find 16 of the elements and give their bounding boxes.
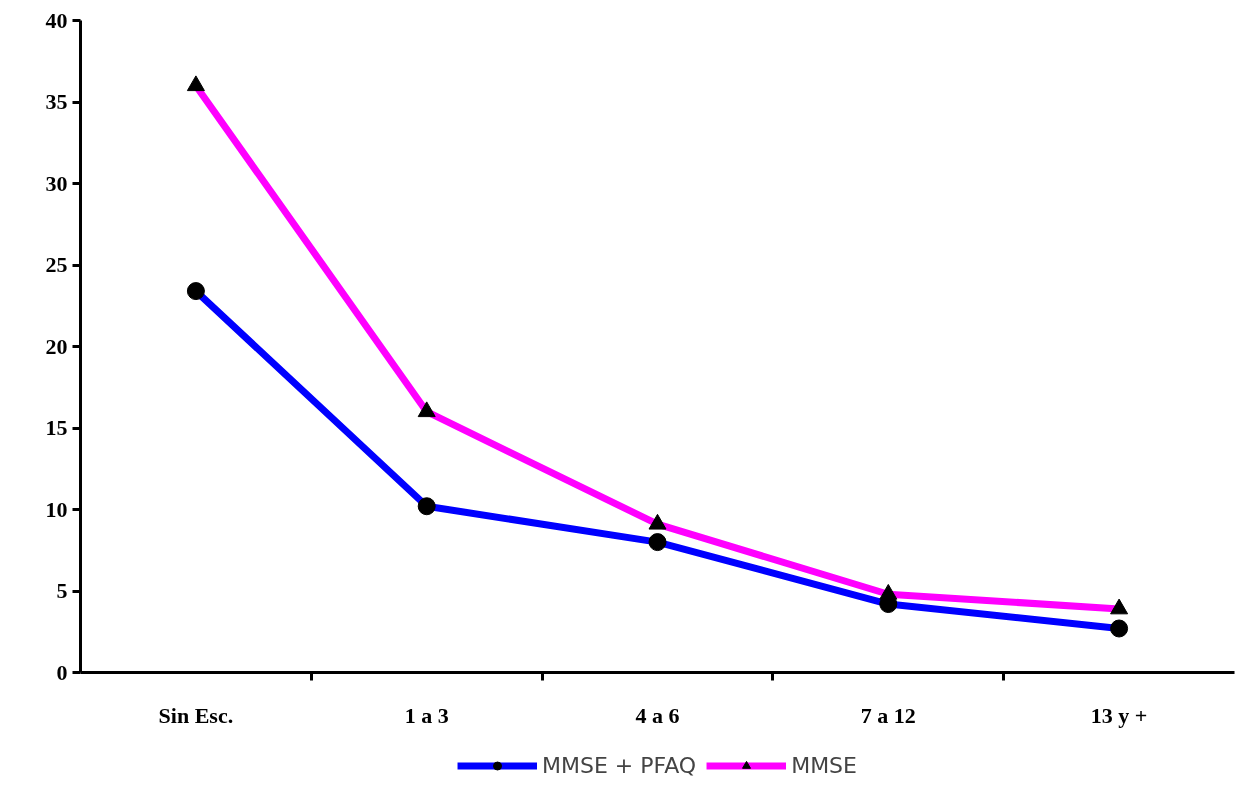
y-tick-label: 20 [45, 333, 68, 359]
x-tick-label: Sin Esc. [158, 702, 234, 728]
y-tick-label: 15 [45, 415, 68, 440]
x-tick-label: 7 a 12 [860, 702, 916, 728]
y-tick-label: 30 [45, 170, 68, 196]
y-tick-label: 0 [56, 659, 68, 685]
y-tick-label: 35 [45, 89, 68, 114]
y-tick-label: 25 [45, 252, 68, 277]
y-tick-label: 40 [45, 7, 68, 33]
y-tick-label: 5 [56, 578, 68, 603]
x-tick-label: 13 y + [1090, 702, 1148, 728]
legend-label: MMSE + PFAQ [542, 752, 697, 778]
x-tick-label: 1 a 3 [404, 702, 449, 728]
y-tick-label: 10 [45, 496, 68, 522]
x-tick-label: 4 a 6 [635, 702, 680, 728]
legend-label: MMSE [791, 752, 857, 778]
